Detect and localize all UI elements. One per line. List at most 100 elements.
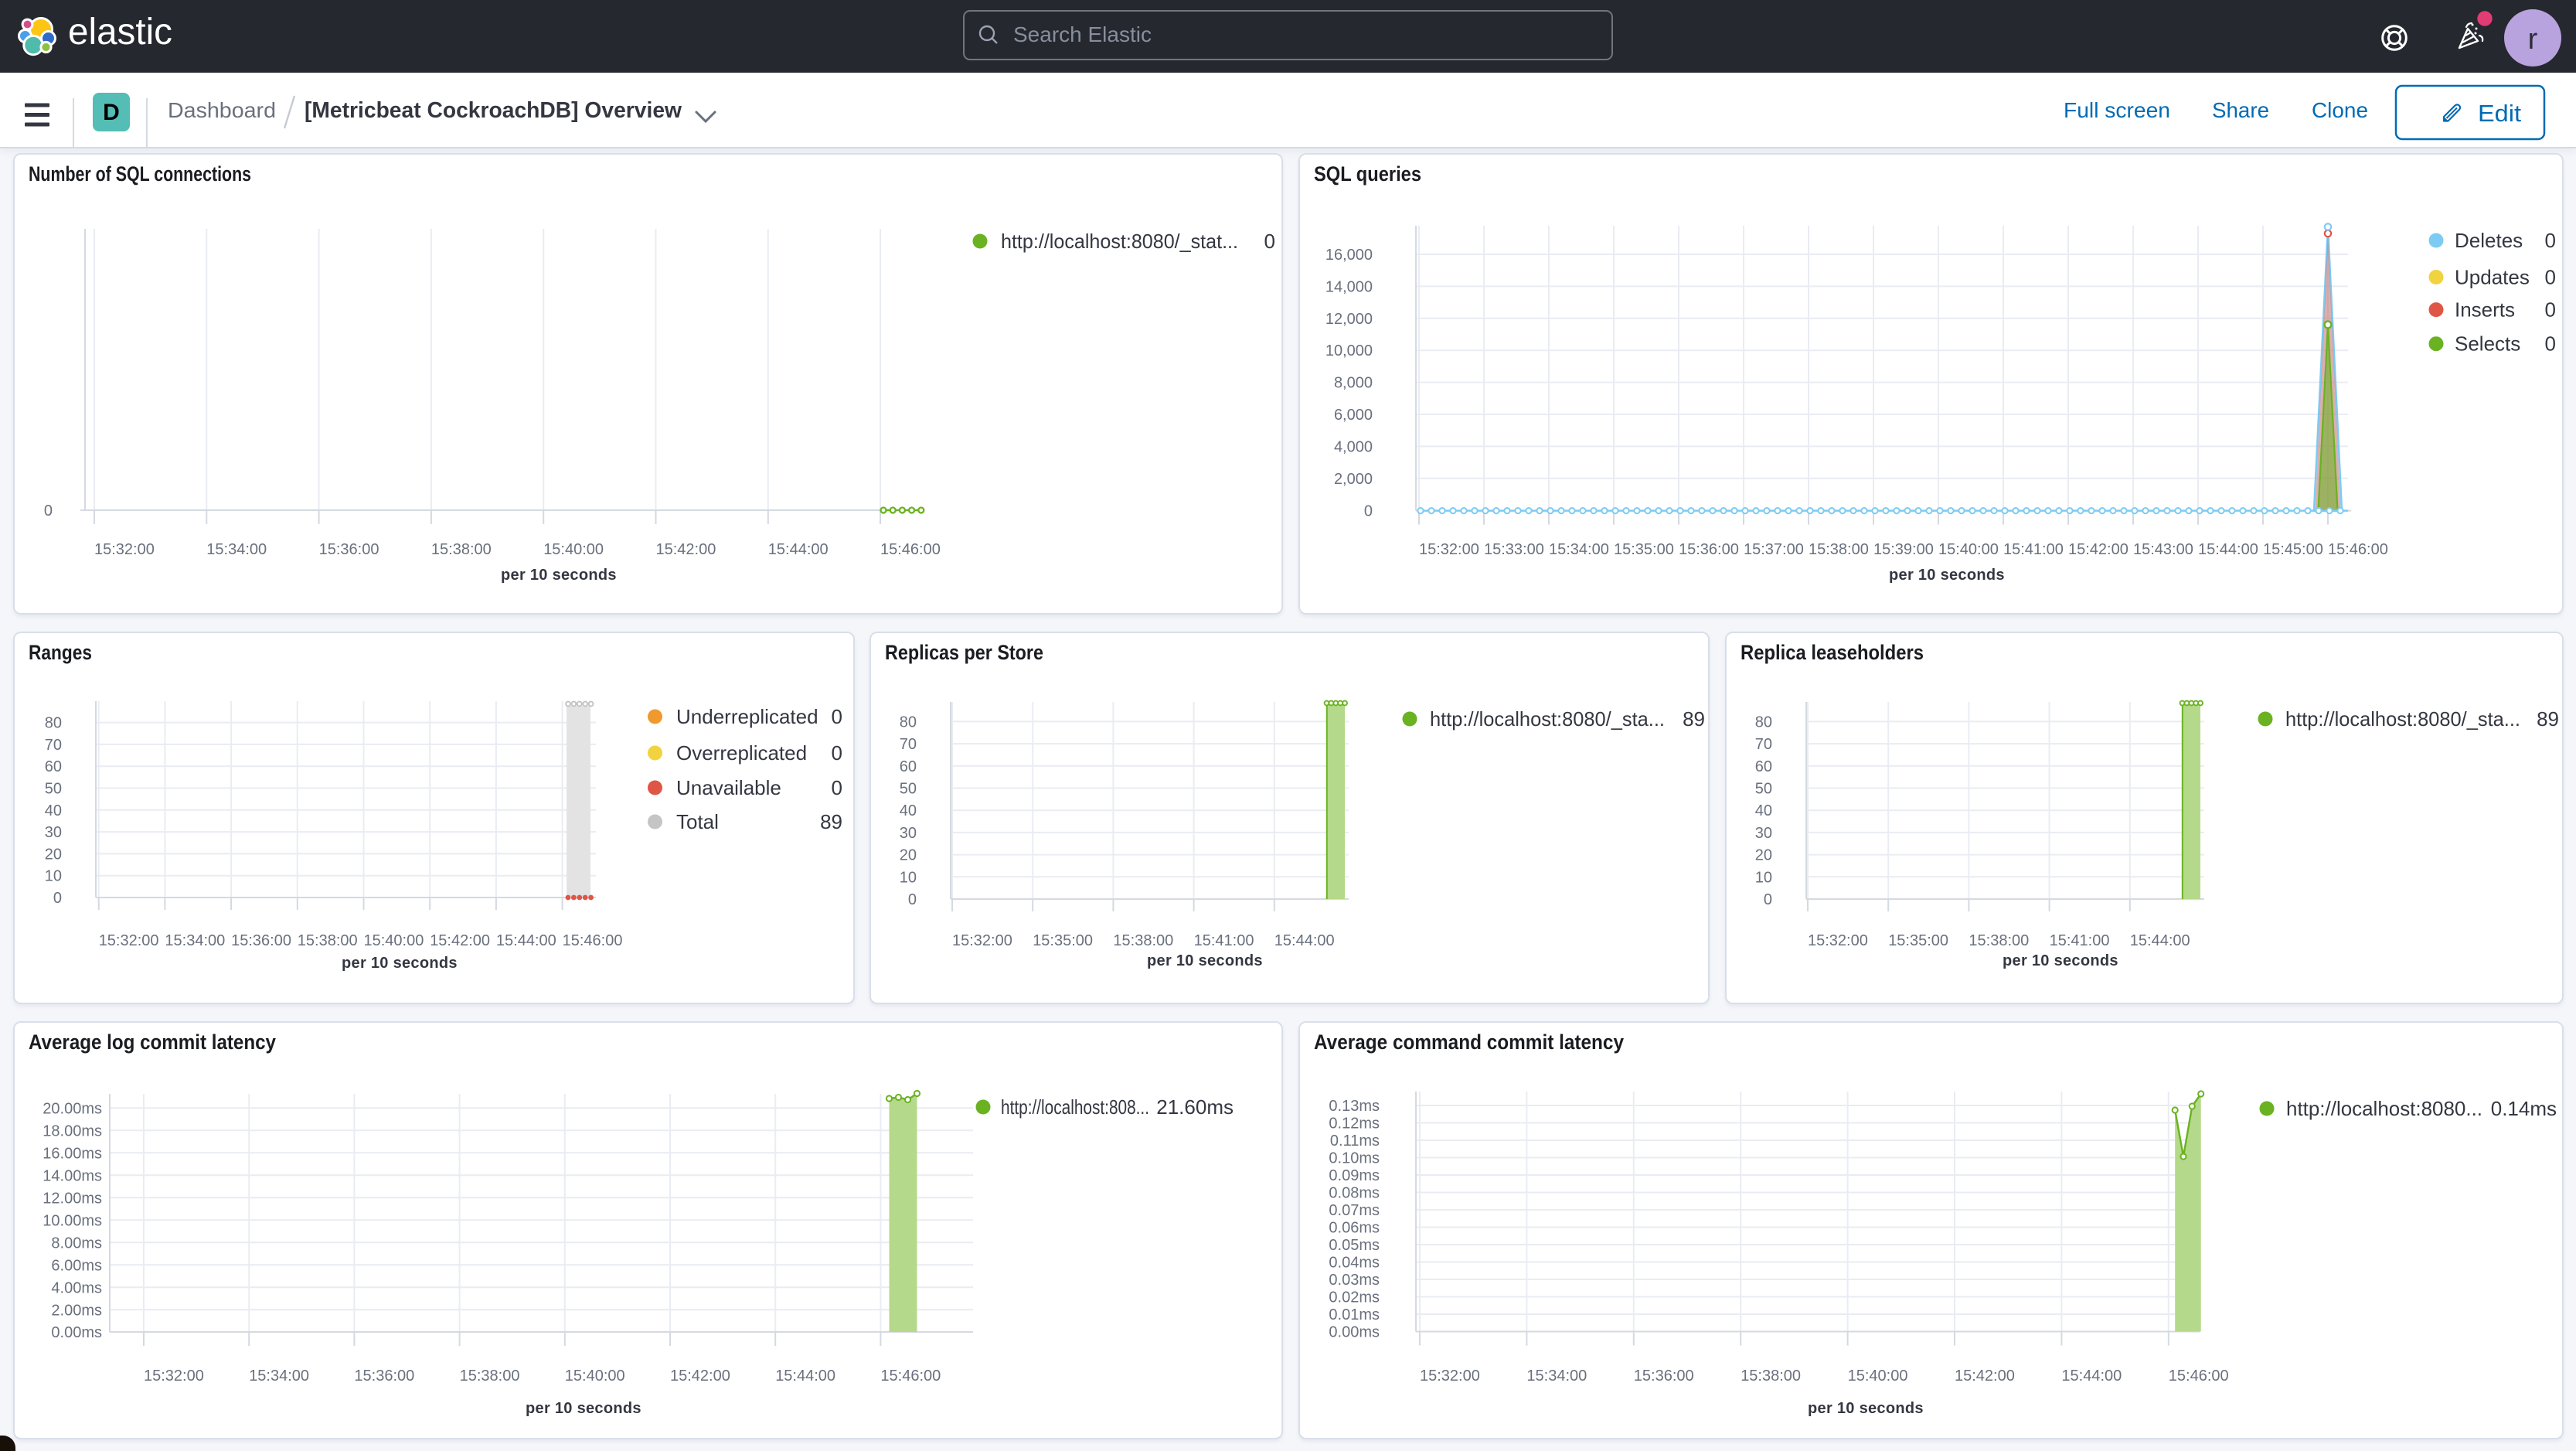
svg-text:15:38:00: 15:38:00 [1113,932,1173,949]
svg-text:15:33:00: 15:33:00 [1484,541,1544,558]
svg-text:16,000: 16,000 [1325,247,1373,264]
svg-text:15:46:00: 15:46:00 [2169,1368,2229,1385]
svg-text:89: 89 [1683,707,1705,731]
svg-text:15:36:00: 15:36:00 [1634,1368,1694,1385]
svg-text:14.00ms: 14.00ms [43,1167,102,1184]
svg-text:15:32:00: 15:32:00 [952,932,1012,949]
svg-text:Inserts: Inserts [2455,298,2515,322]
svg-text:Selects: Selects [2455,332,2520,356]
svg-text:15:44:00: 15:44:00 [2198,541,2258,558]
svg-text:20: 20 [45,846,62,863]
svg-text:15:34:00: 15:34:00 [165,932,225,949]
svg-text:50: 50 [900,781,917,798]
svg-text:15:35:00: 15:35:00 [1614,541,1674,558]
svg-text:15:34:00: 15:34:00 [206,541,267,558]
svg-text:70: 70 [45,737,62,754]
svg-text:Updates: Updates [2455,266,2530,289]
svg-text:Ranges: Ranges [29,641,92,664]
svg-text:15:41:00: 15:41:00 [2050,932,2110,949]
svg-text:0.00ms: 0.00ms [1329,1324,1380,1341]
svg-text:Clone: Clone [2312,98,2368,122]
svg-text:15:35:00: 15:35:00 [1033,932,1093,949]
svg-text:15:34:00: 15:34:00 [249,1368,309,1385]
svg-text:15:42:00: 15:42:00 [430,932,490,949]
svg-text:70: 70 [1755,736,1772,753]
svg-text:0: 0 [832,741,842,765]
svg-text:89: 89 [820,810,842,833]
svg-text:15:46:00: 15:46:00 [880,1368,941,1385]
svg-text:12,000: 12,000 [1325,311,1373,328]
svg-text:30: 30 [45,824,62,841]
svg-text:Share: Share [2212,98,2269,122]
svg-text:0.13ms: 0.13ms [1329,1098,1380,1115]
svg-text:Overreplicated: Overreplicated [676,741,807,765]
svg-text:15:44:00: 15:44:00 [2130,932,2190,949]
svg-text:70: 70 [900,736,917,753]
svg-text:0.00ms: 0.00ms [51,1324,102,1341]
svg-text:18.00ms: 18.00ms [43,1122,102,1139]
svg-text:per 10 seconds: per 10 seconds [1808,1400,1924,1417]
svg-text:15:32:00: 15:32:00 [1420,1368,1480,1385]
svg-text:Average log commit latency: Average log commit latency [29,1030,276,1054]
svg-text:50: 50 [1755,781,1772,798]
svg-text:Replicas per Store: Replicas per Store [885,641,1043,664]
svg-text:15:40:00: 15:40:00 [364,932,424,949]
svg-text:http://localhost:8080/_sta...: http://localhost:8080/_sta... [1430,707,1665,731]
svg-text:15:32:00: 15:32:00 [144,1368,204,1385]
svg-text:4.00ms: 4.00ms [51,1279,102,1296]
svg-text:15:44:00: 15:44:00 [2061,1368,2122,1385]
svg-text:15:36:00: 15:36:00 [1679,541,1739,558]
svg-text:per 10 seconds: per 10 seconds [501,567,617,584]
svg-text:6,000: 6,000 [1334,407,1373,424]
svg-text:[Metricbeat CockroachDB] Overv: [Metricbeat CockroachDB] Overview [305,98,682,123]
svg-text:15:41:00: 15:41:00 [1194,932,1254,949]
svg-text:40: 40 [900,802,917,819]
svg-text:0.14ms: 0.14ms [2491,1097,2557,1120]
svg-text:80: 80 [1755,714,1772,731]
svg-text:15:44:00: 15:44:00 [775,1368,835,1385]
svg-text:Full screen: Full screen [2064,98,2170,122]
svg-text:0: 0 [2545,298,2556,322]
svg-text:15:38:00: 15:38:00 [460,1368,520,1385]
svg-text:0.06ms: 0.06ms [1329,1220,1380,1237]
svg-text:8.00ms: 8.00ms [51,1235,102,1252]
svg-text:15:32:00: 15:32:00 [99,932,159,949]
svg-text:30: 30 [900,825,917,842]
svg-text:0: 0 [44,502,53,519]
svg-text:30: 30 [1755,825,1772,842]
svg-text:Average command commit latency: Average command commit latency [1314,1030,1624,1054]
svg-text:per 10 seconds: per 10 seconds [342,955,458,972]
svg-text:0.09ms: 0.09ms [1329,1167,1380,1184]
svg-text:0.10ms: 0.10ms [1329,1150,1380,1167]
svg-text:http://localhost:8080...: http://localhost:8080... [2286,1097,2482,1120]
svg-text:50: 50 [45,781,62,798]
svg-text:0.11ms: 0.11ms [1330,1133,1380,1150]
svg-text:15:38:00: 15:38:00 [431,541,492,558]
svg-text:80: 80 [45,715,62,732]
svg-text:per 10 seconds: per 10 seconds [1889,567,2005,584]
svg-text:15:44:00: 15:44:00 [768,541,829,558]
svg-text:12.00ms: 12.00ms [43,1190,102,1207]
svg-text:15:38:00: 15:38:00 [1809,541,1869,558]
svg-text:Search Elastic: Search Elastic [1013,22,1152,46]
svg-text:15:34:00: 15:34:00 [1549,541,1609,558]
svg-text:0: 0 [53,890,62,907]
svg-text:20: 20 [900,847,917,864]
svg-text:60: 60 [900,758,917,775]
svg-text:10: 10 [45,868,62,885]
svg-text:4,000: 4,000 [1334,438,1373,455]
svg-text:0: 0 [832,776,842,799]
svg-text:15:38:00: 15:38:00 [1741,1368,1801,1385]
svg-text:16.00ms: 16.00ms [43,1145,102,1162]
svg-text:0: 0 [1364,503,1373,520]
svg-text:21.60ms: 21.60ms [1156,1095,1234,1119]
svg-text:6.00ms: 6.00ms [51,1257,102,1274]
svg-text:15:32:00: 15:32:00 [94,541,155,558]
svg-text:15:42:00: 15:42:00 [656,541,716,558]
svg-text:0.05ms: 0.05ms [1329,1237,1380,1254]
svg-text:0.08ms: 0.08ms [1329,1185,1380,1202]
svg-text:0: 0 [2545,266,2556,289]
svg-text:http://localhost:8080/_sta...: http://localhost:8080/_sta... [2285,707,2520,731]
svg-text:15:32:00: 15:32:00 [1419,541,1479,558]
svg-text:per 10 seconds: per 10 seconds [2003,952,2118,969]
